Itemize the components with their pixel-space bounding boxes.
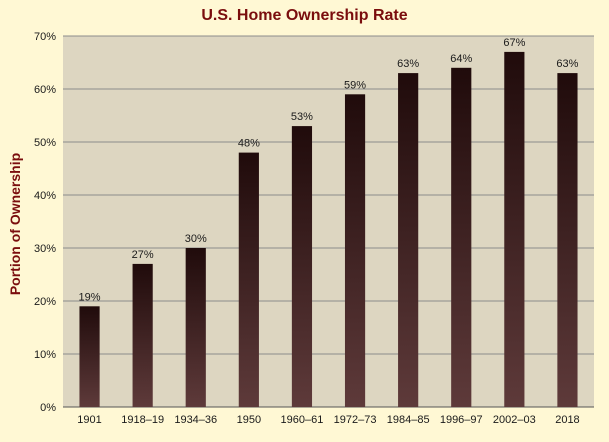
y-tick-label: 40% [34, 190, 56, 202]
x-tick-label: 1996–97 [440, 414, 483, 426]
bar [557, 73, 578, 407]
x-tick-label: 1960–61 [281, 414, 324, 426]
bar-value-label: 48% [238, 138, 260, 150]
x-tick-label: 1918–19 [121, 414, 164, 426]
bar [344, 94, 366, 408]
x-tick-label: 2018 [555, 414, 579, 426]
bar-value-label: 64% [450, 53, 472, 65]
bar [79, 306, 100, 407]
x-tick-label: 2002–03 [493, 414, 536, 426]
y-tick-label: 60% [34, 84, 56, 96]
y-tick-label: 0% [40, 402, 56, 414]
bar-value-label: 30% [185, 233, 207, 245]
bar [238, 152, 259, 407]
x-tick-label: 1972–73 [334, 414, 377, 426]
y-tick-label: 70% [34, 31, 56, 43]
bar-value-label: 63% [556, 58, 578, 70]
x-axis-ticks: 1901 1918–19 1934–36 1950 1960–61 1972–73 1984… [77, 414, 579, 426]
y-tick-label: 10% [34, 349, 56, 361]
x-tick-label: 1950 [237, 414, 261, 426]
bar-value-label: 27% [132, 249, 154, 261]
bar-value-label: 67% [503, 37, 525, 49]
y-tick-label: 20% [34, 296, 56, 308]
bar [132, 263, 153, 407]
bar-value-label: 63% [397, 58, 419, 70]
bar [504, 51, 525, 408]
bars [79, 51, 578, 408]
y-tick-label: 50% [34, 137, 56, 149]
bar [398, 73, 419, 407]
chart-title: U.S. Home Ownership Rate [201, 7, 408, 24]
bar [185, 248, 206, 407]
y-tick-label: 30% [34, 243, 56, 255]
data-labels: 19% 27% 30% 48% 53% 59% 63% 64% 67% 63% [79, 37, 579, 303]
bar-value-label: 53% [291, 111, 313, 123]
y-axis-ticks: 0% 10% 20% 30% 40% 50% 60% 70% [34, 31, 56, 414]
bar [291, 126, 313, 407]
bar-value-label: 19% [79, 291, 101, 303]
x-tick-label: 1934–36 [174, 414, 217, 426]
x-tick-label: 1984–85 [387, 414, 430, 426]
bar-value-label: 59% [344, 79, 366, 91]
x-tick-label: 1901 [77, 414, 101, 426]
bar [451, 67, 472, 408]
